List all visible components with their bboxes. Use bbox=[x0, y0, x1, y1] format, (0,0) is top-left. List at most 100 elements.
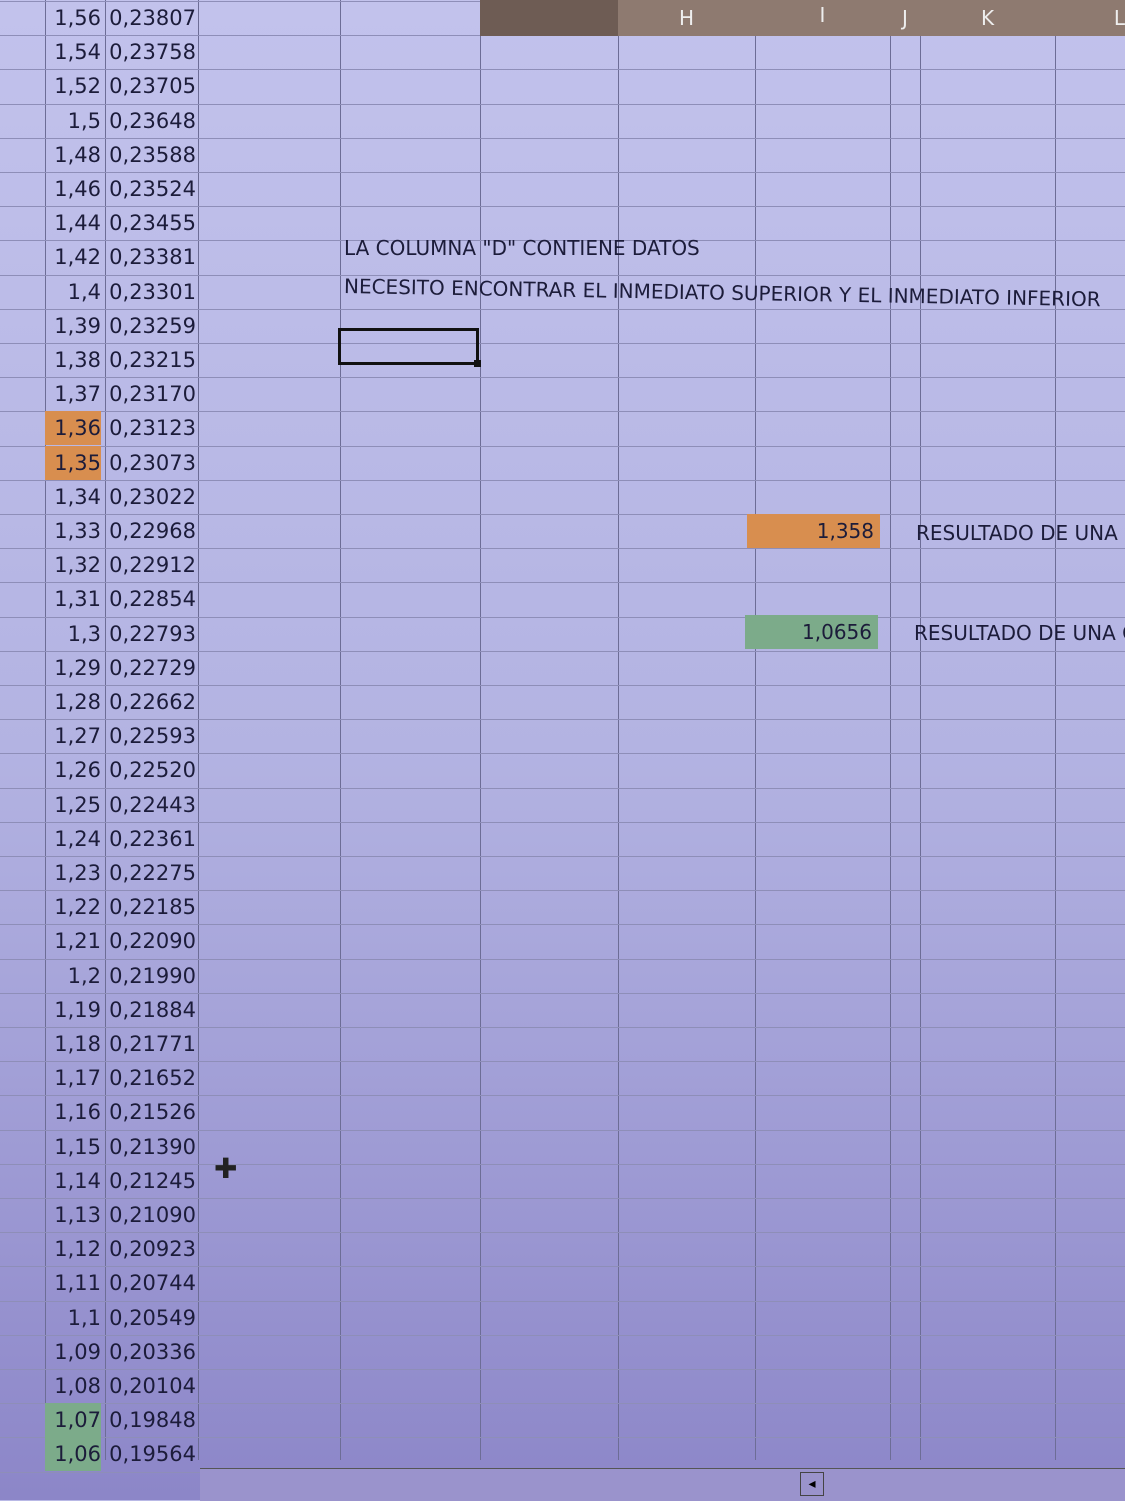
cell-x-value[interactable]: 1,44 bbox=[54, 211, 101, 236]
cell-y-value[interactable]: 0,23073 bbox=[109, 450, 196, 475]
cell-x-value[interactable]: 1,35 bbox=[45, 445, 101, 480]
cell-y-value[interactable]: 0,23588 bbox=[109, 142, 196, 167]
cell-x-value[interactable]: 1,42 bbox=[54, 245, 101, 270]
cell-x-value[interactable]: 1,48 bbox=[54, 142, 101, 167]
column-header-j[interactable]: J bbox=[890, 0, 921, 36]
cell-x-value[interactable]: 1,38 bbox=[54, 348, 101, 372]
cell-y-value[interactable]: 0,19564 bbox=[109, 1442, 196, 1467]
cell-x-value[interactable]: 1,08 bbox=[54, 1374, 101, 1398]
cell-y-value[interactable]: 0,23705 bbox=[109, 74, 196, 99]
cell-x-value[interactable]: 1,34 bbox=[54, 484, 101, 509]
cell-x-value[interactable]: 1,16 bbox=[54, 1100, 101, 1125]
cell-y-value[interactable]: 0,20744 bbox=[109, 1271, 196, 1296]
cell-y-value[interactable]: 0,22443 bbox=[109, 792, 196, 817]
scroll-left-arrow-icon[interactable]: ◂ bbox=[800, 1472, 824, 1496]
cell-y-value[interactable]: 0,21884 bbox=[109, 997, 196, 1022]
cell-x-value[interactable]: 1,24 bbox=[54, 826, 101, 851]
cell-x-value[interactable]: 1,18 bbox=[54, 1032, 101, 1056]
cell-x-value[interactable]: 1,25 bbox=[54, 792, 101, 817]
cell-x-value[interactable]: 1,37 bbox=[54, 382, 101, 407]
cell-y-value[interactable]: 0,21390 bbox=[109, 1134, 196, 1159]
cell-y-value[interactable]: 0,21526 bbox=[109, 1100, 196, 1125]
column-header-l[interactable]: L bbox=[1055, 0, 1125, 36]
cell-x-value[interactable]: 1,56 bbox=[54, 6, 101, 30]
cell-x-value[interactable]: 1,29 bbox=[54, 655, 101, 680]
cell-x-value[interactable]: 1,27 bbox=[54, 724, 101, 749]
cell-x-value[interactable]: 1,07 bbox=[45, 1403, 101, 1438]
cell-x-value[interactable]: 1,26 bbox=[54, 758, 101, 783]
cell-x-value[interactable]: 1,54 bbox=[54, 40, 101, 65]
cell-y-value[interactable]: 0,19848 bbox=[109, 1408, 196, 1433]
row-divider bbox=[0, 1027, 1125, 1028]
cell-x-value[interactable]: 1,14 bbox=[54, 1168, 101, 1193]
cell-x-value[interactable]: 1,21 bbox=[54, 929, 101, 954]
cell-y-value[interactable]: 0,23524 bbox=[109, 177, 196, 201]
cell-y-value[interactable]: 0,22520 bbox=[109, 758, 196, 783]
cell-x-value[interactable]: 1,3 bbox=[67, 621, 101, 646]
column-header-k[interactable]: K bbox=[920, 0, 1056, 36]
cell-x-value[interactable]: 1,2 bbox=[67, 963, 101, 988]
cell-y-value[interactable]: 0,21652 bbox=[109, 1066, 196, 1091]
cell-y-value[interactable]: 0,20923 bbox=[109, 1237, 196, 1262]
cell-x-value[interactable]: 1,1 bbox=[67, 1305, 101, 1330]
cell-y-value[interactable]: 0,23259 bbox=[109, 313, 196, 338]
selected-cell[interactable] bbox=[338, 328, 481, 367]
cell-y-value[interactable]: 0,22090 bbox=[109, 929, 196, 954]
cell-x-value[interactable]: 1,28 bbox=[54, 690, 101, 714]
cell-x-value[interactable]: 1,33 bbox=[54, 519, 101, 543]
cell-y-value[interactable]: 0,23301 bbox=[109, 279, 196, 304]
cell-x-value[interactable]: 1,39 bbox=[54, 313, 101, 338]
cell-y-value[interactable]: 0,23170 bbox=[109, 382, 196, 407]
cell-y-value[interactable]: 0,22361 bbox=[109, 826, 196, 851]
row-divider bbox=[0, 1266, 1125, 1268]
cell-y-value[interactable]: 0,22968 bbox=[109, 519, 196, 543]
cell-y-value[interactable]: 0,23022 bbox=[109, 484, 196, 509]
cell-x-value[interactable]: 1,12 bbox=[54, 1237, 101, 1262]
cell-y-value[interactable]: 0,23123 bbox=[109, 416, 196, 441]
cell-y-value[interactable]: 0,22793 bbox=[109, 621, 196, 646]
cell-x-value[interactable]: 1,4 bbox=[67, 279, 101, 304]
cell-y-value[interactable]: 0,22662 bbox=[109, 690, 196, 714]
cell-y-value[interactable]: 0,23758 bbox=[109, 40, 196, 65]
result-lower-cell[interactable]: 1,0656 bbox=[745, 615, 878, 649]
cell-x-value[interactable]: 1,31 bbox=[54, 587, 101, 612]
cell-y-value[interactable]: 0,22729 bbox=[109, 655, 196, 680]
cell-y-value[interactable]: 0,21090 bbox=[109, 1203, 196, 1227]
cell-y-value[interactable]: 0,22593 bbox=[109, 724, 196, 749]
cell-y-value[interactable]: 0,20549 bbox=[109, 1305, 196, 1330]
column-header-i[interactable]: I bbox=[755, 0, 891, 36]
cell-y-value[interactable]: 0,21245 bbox=[109, 1168, 196, 1193]
cell-x-value[interactable]: 1,11 bbox=[54, 1271, 101, 1296]
cell-y-value[interactable]: 0,22912 bbox=[109, 553, 196, 578]
cell-y-value[interactable]: 0,22854 bbox=[109, 587, 196, 612]
cell-x-value[interactable]: 1,13 bbox=[54, 1203, 101, 1227]
cell-y-value[interactable]: 0,22275 bbox=[109, 861, 196, 885]
cell-y-value[interactable]: 0,23648 bbox=[109, 108, 196, 133]
cell-x-value[interactable]: 1,36 bbox=[45, 411, 101, 446]
cell-x-value[interactable]: 1,32 bbox=[54, 553, 101, 578]
column-header-h[interactable]: H bbox=[618, 0, 756, 36]
cell-y-value[interactable]: 0,20104 bbox=[109, 1374, 196, 1398]
cell-x-value[interactable]: 1,23 bbox=[54, 861, 101, 885]
cell-y-value[interactable]: 0,20336 bbox=[109, 1339, 196, 1364]
cell-y-value[interactable]: 0,21771 bbox=[109, 1032, 196, 1056]
cell-x-value[interactable]: 1,09 bbox=[54, 1339, 101, 1364]
horizontal-scrollbar[interactable] bbox=[200, 1468, 1125, 1501]
cell-x-value[interactable]: 1,15 bbox=[54, 1134, 101, 1159]
cell-x-value[interactable]: 1,06 bbox=[45, 1437, 101, 1472]
cell-x-value[interactable]: 1,19 bbox=[54, 997, 101, 1022]
cell-y-value[interactable]: 0,23455 bbox=[109, 211, 196, 236]
cell-x-value[interactable]: 1,22 bbox=[54, 895, 101, 920]
cell-cursor-icon: ✚ bbox=[214, 1152, 238, 1185]
cell-y-value[interactable]: 0,23215 bbox=[109, 348, 196, 372]
cell-x-value[interactable]: 1,5 bbox=[67, 108, 101, 133]
cell-x-value[interactable]: 1,17 bbox=[54, 1066, 101, 1091]
cell-y-value[interactable]: 0,22185 bbox=[109, 895, 196, 920]
cell-y-value[interactable]: 0,21990 bbox=[109, 963, 196, 988]
cell-x-value[interactable]: 1,46 bbox=[54, 177, 101, 201]
cell-x-value[interactable]: 1,52 bbox=[54, 74, 101, 99]
cell-y-value[interactable]: 0,23381 bbox=[109, 245, 196, 270]
result-upper-cell[interactable]: 1,358 bbox=[747, 514, 880, 548]
column-header-g[interactable] bbox=[480, 0, 619, 36]
cell-y-value[interactable]: 0,23807 bbox=[109, 6, 196, 30]
